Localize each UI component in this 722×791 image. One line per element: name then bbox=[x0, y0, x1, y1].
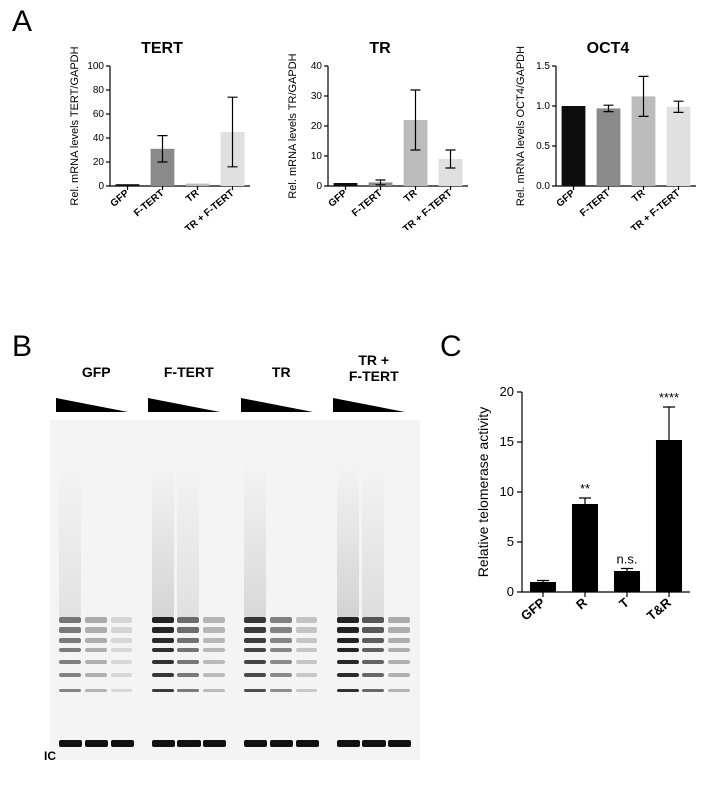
svg-text:30: 30 bbox=[311, 91, 323, 102]
significance-label: n.s. bbox=[617, 552, 638, 567]
svg-text:GFP: GFP bbox=[518, 595, 548, 624]
chart-svg: 0.0 0.5 1.0 1.5 Rel. mRNA levels OCT4/GAPDH G… bbox=[510, 40, 706, 230]
svg-text:T&R: T&R bbox=[644, 594, 675, 623]
svg-text:0.5: 0.5 bbox=[536, 141, 550, 152]
svg-text:0: 0 bbox=[507, 584, 514, 599]
bar bbox=[530, 582, 556, 592]
svg-text:10: 10 bbox=[500, 484, 514, 499]
svg-text:60: 60 bbox=[93, 109, 105, 120]
svg-text:40: 40 bbox=[93, 133, 105, 144]
dilution-triangle-icon bbox=[56, 398, 128, 414]
panel-c-chart: 0 5 10 15 20 Relative telomerase activity GFP *… bbox=[470, 376, 700, 656]
svg-text:Rel. mRNA levels TR/GAPDH: Rel. mRNA levels TR/GAPDH bbox=[287, 53, 299, 198]
bar bbox=[572, 504, 598, 592]
gel-group-label: TR +F-TERT bbox=[328, 352, 421, 384]
svg-text:Rel. mRNA levels TERT/GAPDH: Rel. mRNA levels TERT/GAPDH bbox=[69, 46, 81, 205]
bar bbox=[334, 183, 358, 186]
bar bbox=[562, 106, 586, 186]
svg-text:0: 0 bbox=[316, 181, 322, 192]
panel-letter-a: A bbox=[12, 5, 32, 39]
dilution-triangle-icon bbox=[148, 398, 220, 414]
svg-text:F-TERT: F-TERT bbox=[578, 188, 612, 219]
gel-group-label: TR bbox=[235, 364, 328, 380]
svg-text:TR: TR bbox=[184, 187, 202, 204]
significance-label: **** bbox=[659, 390, 679, 405]
svg-text:F-TERT: F-TERT bbox=[350, 188, 384, 219]
svg-text:100: 100 bbox=[87, 61, 104, 72]
dilution-triangle-icon bbox=[241, 398, 313, 414]
chart-svg: 0 20 40 60 80 100 Rel. mRNA levels TERT/GAPDH G… bbox=[64, 40, 260, 230]
panel-b-gel: GFPF-TERTTRTR +F-TERTIC bbox=[50, 360, 420, 770]
figure-container: { "panel_letters": { "A": "A", "B": "B",… bbox=[0, 0, 722, 791]
bar bbox=[116, 184, 140, 186]
svg-text:5: 5 bbox=[507, 534, 514, 549]
panel-letter-c: C bbox=[440, 330, 462, 364]
svg-text:Relative telomerase activity: Relative telomerase activity bbox=[475, 407, 491, 577]
svg-text:GFP: GFP bbox=[555, 188, 578, 210]
svg-text:GFP: GFP bbox=[109, 188, 132, 210]
svg-text:TR: TR bbox=[630, 187, 648, 204]
gel-image bbox=[50, 420, 420, 760]
svg-text:40: 40 bbox=[311, 61, 323, 72]
svg-text:80: 80 bbox=[93, 85, 105, 96]
svg-text:0: 0 bbox=[98, 181, 104, 192]
chart-title: TERT bbox=[64, 40, 260, 58]
panel-a-chart-2: OCT4 0.0 0.5 1.0 1.5 Rel. mRNA levels OCT4/GA… bbox=[510, 40, 706, 230]
svg-text:1.0: 1.0 bbox=[536, 101, 550, 112]
svg-text:GFP: GFP bbox=[327, 188, 350, 210]
bar bbox=[186, 184, 210, 186]
ic-label: IC bbox=[44, 749, 56, 763]
chart-title: TR bbox=[282, 40, 478, 58]
gel-group-label: F-TERT bbox=[143, 364, 236, 380]
svg-text:10: 10 bbox=[311, 151, 323, 162]
bar bbox=[667, 107, 691, 186]
dilution-triangle-icon bbox=[333, 398, 405, 414]
svg-text:20: 20 bbox=[500, 384, 514, 399]
svg-text:1.5: 1.5 bbox=[536, 61, 550, 72]
panel-a-chart-0: TERT 0 20 40 60 80 100 Rel. mRNA levels TERT/GA… bbox=[64, 40, 260, 230]
svg-text:20: 20 bbox=[93, 157, 105, 168]
bar bbox=[597, 108, 621, 186]
svg-text:Rel. mRNA levels OCT4/GAPDH: Rel. mRNA levels OCT4/GAPDH bbox=[515, 46, 527, 206]
chart-svg: 0 10 20 30 40 Rel. mRNA levels TR/GAPDH GFPF-T… bbox=[282, 40, 478, 230]
svg-text:0.0: 0.0 bbox=[536, 181, 550, 192]
svg-text:TR: TR bbox=[402, 187, 420, 204]
bar bbox=[656, 440, 682, 592]
svg-text:R: R bbox=[573, 594, 590, 612]
chart-title: OCT4 bbox=[510, 40, 706, 58]
panel-letter-b: B bbox=[12, 330, 32, 364]
svg-text:F-TERT: F-TERT bbox=[132, 188, 166, 219]
svg-text:15: 15 bbox=[500, 434, 514, 449]
significance-label: ** bbox=[580, 481, 590, 496]
bar bbox=[614, 571, 640, 592]
svg-text:20: 20 bbox=[311, 121, 323, 132]
gel-group-label: GFP bbox=[50, 364, 143, 380]
svg-text:T: T bbox=[616, 595, 632, 612]
panel-a-chart-1: TR 0 10 20 30 40 Rel. mRNA levels TR/GAPDH GFPF… bbox=[282, 40, 478, 230]
